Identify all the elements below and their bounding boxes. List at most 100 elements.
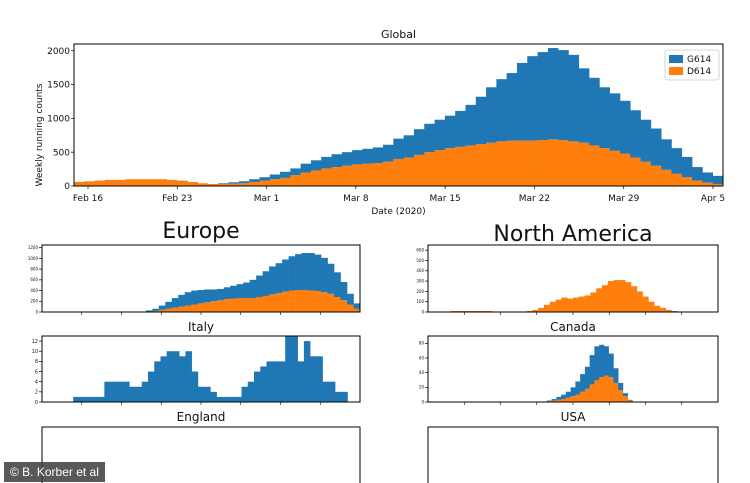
global-bar-d614 — [578, 142, 590, 186]
europe-bar-d614 — [314, 291, 322, 312]
global-bar-d614 — [135, 179, 147, 186]
europe-bar-g614 — [282, 259, 289, 292]
europe-ytick-label: 200 — [30, 299, 38, 304]
europe-bar-g614 — [152, 308, 160, 311]
global-ytick-label: 500 — [53, 148, 70, 158]
canada-bar-d614 — [594, 380, 600, 402]
canada-bar-d614 — [556, 399, 562, 402]
italy-bar-g614 — [278, 361, 286, 402]
italy-bar-g614 — [310, 356, 317, 402]
north-america-ytick-label: 200 — [416, 289, 424, 294]
canada-bar-d614 — [603, 375, 609, 402]
global-bar-d614 — [259, 180, 271, 186]
north-america-bar-d614 — [555, 299, 562, 312]
global-xtick-label: Feb 23 — [162, 194, 192, 204]
north-america-bar-d614 — [486, 310, 493, 312]
global-bar-g614 — [486, 87, 497, 143]
global-bar-g614 — [712, 175, 724, 184]
europe-bar-g614 — [256, 275, 263, 297]
canada-bar-d614 — [613, 382, 619, 402]
global-bar-g614 — [455, 110, 466, 147]
global-bar-d614 — [238, 183, 250, 186]
canada-bar-g614 — [565, 391, 571, 398]
global-bar-d614 — [537, 140, 549, 186]
global-bar-g614 — [413, 129, 425, 155]
canada-bar-g614 — [556, 396, 562, 400]
canada-bar-g614 — [575, 381, 581, 395]
global-xtick-label: Mar 8 — [343, 194, 369, 204]
global-bar-d614 — [280, 177, 291, 186]
canada-bar-d614 — [570, 396, 576, 402]
global-bar-d614 — [94, 180, 106, 186]
global-bar-d614 — [568, 141, 580, 186]
north-america-bar-d614 — [544, 304, 551, 312]
global-title: Global — [381, 28, 416, 41]
italy-bar-g614 — [172, 351, 180, 402]
global-bar-d614 — [506, 140, 518, 186]
north-america-bar-d614 — [457, 310, 464, 312]
canada-bar-d614 — [608, 377, 614, 402]
italy-bar-g614 — [222, 396, 230, 402]
global-bar-d614 — [599, 148, 610, 186]
north-america-bar-d614 — [654, 305, 661, 312]
global-bar-g614 — [671, 148, 683, 174]
global-bar-d614 — [424, 152, 435, 186]
england-title: England — [177, 410, 226, 424]
canada-bar-d614 — [627, 400, 633, 402]
global-bar-d614 — [187, 181, 198, 186]
global-xtick-label: Mar 1 — [254, 194, 280, 204]
italy-bar-g614 — [285, 336, 292, 402]
global-bar-g614 — [228, 182, 240, 184]
global-bar-d614 — [393, 158, 404, 186]
north-america-bar-d614 — [636, 291, 643, 312]
europe-bar-d614 — [230, 298, 237, 312]
global-bar-g614 — [692, 167, 703, 181]
legend-swatch-g614 — [669, 55, 683, 63]
italy-bar-g614 — [204, 386, 211, 402]
global-bar-g614 — [352, 150, 363, 165]
global-xtick-label: Mar 29 — [608, 194, 640, 204]
global-bar-d614 — [702, 182, 713, 186]
italy-ytick-label: 8 — [35, 359, 38, 365]
global-bar-g614 — [527, 56, 538, 141]
global-bar-g614 — [599, 87, 610, 149]
global-bar-d614 — [290, 175, 301, 186]
global-y-axis-label: Weekly running counts — [35, 83, 45, 186]
europe-bar-g614 — [353, 303, 361, 309]
global-bar-g614 — [321, 156, 332, 169]
europe-bar-d614 — [184, 305, 192, 312]
global-bar-g614 — [609, 93, 621, 151]
europe-bar-g614 — [347, 293, 354, 305]
europe-bar-d614 — [171, 307, 179, 312]
global-bar-d614 — [712, 183, 724, 186]
global-bar-g614 — [537, 52, 549, 141]
global-bar-d614 — [197, 183, 209, 186]
global-bar-d614 — [558, 140, 569, 186]
north-america-ytick-label: 500 — [416, 258, 424, 263]
canada-title: Canada — [550, 320, 596, 334]
global-xtick-label: Feb 16 — [73, 194, 104, 204]
global-bar-g614 — [259, 177, 271, 181]
europe-bar-d614 — [217, 300, 225, 312]
global-bar-d614 — [671, 173, 683, 186]
europe-bar-d614 — [178, 306, 186, 312]
europe-bar-g614 — [334, 272, 341, 297]
canada-ytick-label: 0 — [421, 399, 424, 404]
global-bar-d614 — [228, 183, 240, 186]
europe-bar-g614 — [184, 292, 192, 306]
global-bar-d614 — [300, 172, 312, 186]
north-america-bar-d614 — [642, 296, 649, 312]
europe-bar-d614 — [301, 290, 309, 312]
canada-bar-g614 — [613, 368, 619, 383]
global-bar-d614 — [403, 157, 415, 186]
global-bar-d614 — [269, 179, 281, 186]
europe-bar-g614 — [327, 263, 335, 294]
italy-bar-g614 — [191, 371, 199, 402]
italy-bar-g614 — [241, 386, 249, 402]
global-bar-g614 — [578, 68, 590, 143]
canada-bar-d614 — [580, 391, 586, 402]
north-america-bar-d614 — [451, 310, 458, 312]
italy-bar-g614 — [266, 361, 274, 402]
europe-bar-g614 — [145, 310, 153, 312]
